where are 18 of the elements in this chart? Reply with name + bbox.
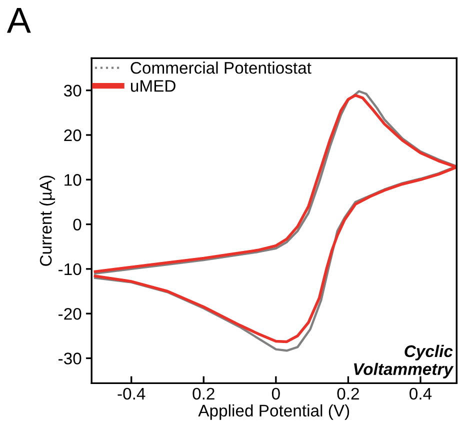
y-tick-label: 30	[64, 84, 82, 97]
x-tick-label: 0	[272, 388, 280, 400]
legend-label: uMED	[131, 80, 176, 92]
y-tick-label: 10	[64, 174, 82, 186]
chart-title: A	[6, 8, 31, 33]
y-tick-label: -20	[58, 308, 82, 320]
y-axis-title: Current (µA)	[39, 176, 56, 266]
y-tick-label: -10	[58, 263, 82, 276]
x-tick-label: -0.4	[118, 388, 146, 400]
y-tick-label: -30	[58, 352, 82, 364]
x-axis-title: Applied Potential (V)	[198, 404, 350, 420]
annotation: Cyclic Voltammetry	[354, 344, 454, 378]
x-tick-label: 0.2	[192, 388, 214, 400]
x-tick-label: 0.2	[337, 388, 359, 400]
y-tick-label: 20	[64, 129, 82, 142]
x-tick-label: 0.4	[410, 388, 432, 400]
legend-label: Commercial Potentiostat	[130, 62, 312, 74]
y-tick-label: 0	[73, 218, 82, 230]
